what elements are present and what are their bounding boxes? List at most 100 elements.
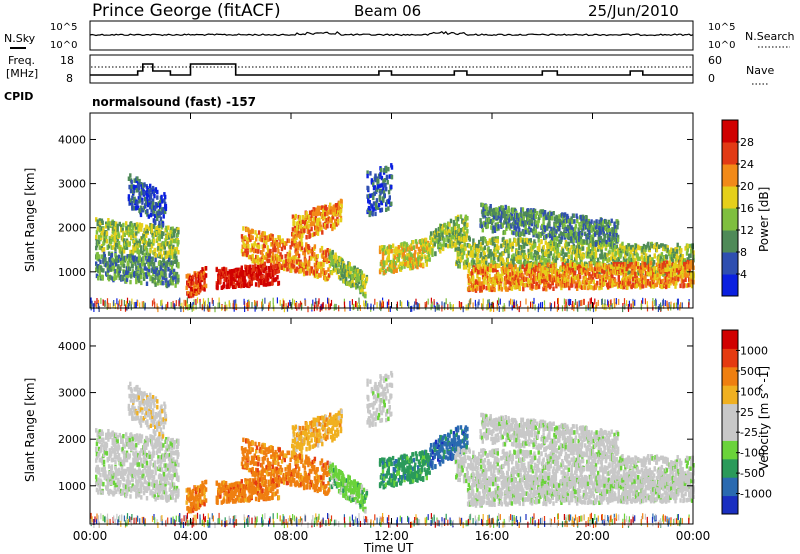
power-cell (466, 222, 469, 228)
power-cell (162, 214, 165, 219)
power-cell (331, 214, 335, 220)
power-cell (477, 243, 480, 249)
power-cell (271, 277, 274, 283)
power-cell (479, 218, 482, 223)
power-cell (311, 247, 314, 252)
power-cell (622, 284, 625, 290)
power-cell (575, 255, 578, 261)
power-cell (390, 248, 393, 254)
power-cell (517, 274, 520, 279)
power-cell (260, 250, 264, 255)
power-cell (309, 216, 313, 222)
power-cell (114, 269, 117, 274)
power-cell (405, 247, 408, 252)
power-cell (428, 242, 431, 248)
power-cell (482, 247, 485, 253)
power-cell (499, 218, 502, 223)
power-cell (175, 279, 178, 284)
power-cell (328, 273, 331, 278)
power-cell (567, 269, 570, 274)
power-cell (281, 263, 284, 269)
power-cell (154, 282, 157, 287)
power-cell (511, 244, 515, 249)
power-cell (302, 269, 306, 274)
power-cell (144, 196, 147, 202)
power-cell (149, 192, 153, 198)
power-cell (540, 239, 543, 245)
power-cell (519, 255, 522, 260)
power-cell (152, 209, 155, 214)
power-cell (483, 207, 487, 212)
power-cell (115, 275, 118, 280)
power-cell (273, 277, 276, 283)
power-cell (419, 260, 422, 265)
power-cell (148, 198, 151, 204)
power-cell (107, 221, 111, 226)
power-cell (324, 204, 328, 210)
power-cell (496, 236, 499, 241)
power-cell (472, 238, 475, 243)
power-cell (558, 253, 561, 258)
power-cell (484, 210, 487, 216)
power-cell (323, 270, 327, 276)
power-cell (165, 283, 169, 289)
power-cell (634, 271, 637, 277)
power-cell (598, 266, 601, 272)
power-cell (627, 267, 630, 272)
power-cell (487, 277, 491, 282)
power-cell (418, 255, 421, 260)
power-cell (430, 236, 433, 242)
power-cell (98, 218, 101, 223)
power-cell (626, 248, 629, 254)
power-cell (117, 240, 121, 246)
power-cell (360, 275, 363, 280)
power-cell (150, 208, 153, 213)
power-cell (559, 280, 562, 286)
power-cell (403, 241, 406, 246)
power-cell (97, 226, 100, 231)
power-cell (482, 203, 485, 209)
power-cell (152, 271, 155, 277)
power-cell (487, 210, 490, 215)
power-cell (490, 220, 494, 226)
power-cell (495, 226, 499, 232)
power-cell (487, 247, 490, 252)
power-cell (116, 227, 119, 233)
power-cell (329, 206, 333, 211)
power-cell (553, 258, 556, 264)
power-cell (138, 199, 141, 204)
power-cell (675, 256, 678, 262)
power-cell (545, 279, 549, 285)
power-cell (505, 239, 509, 244)
power-cell (345, 277, 348, 282)
power-cell (492, 268, 495, 273)
power-cell (619, 252, 623, 258)
power-cell (456, 256, 459, 261)
power-cell (435, 232, 438, 238)
power-cell (106, 270, 109, 276)
power-cell (266, 258, 269, 264)
power-cell (439, 249, 442, 254)
power-cell (135, 279, 138, 285)
freq-tick-bottom: 8 (66, 72, 73, 85)
power-cell (170, 265, 174, 270)
power-cell (131, 195, 134, 200)
power-cell (259, 234, 262, 240)
power-cell (360, 287, 363, 293)
power-cell (417, 252, 420, 257)
power-cell (553, 269, 556, 275)
power-cell (468, 237, 471, 242)
power-cell (274, 253, 277, 259)
power-cell (498, 252, 502, 257)
power-cell (101, 220, 104, 225)
power-cell (674, 284, 677, 289)
power-cell (381, 252, 385, 257)
power-cell (658, 263, 661, 269)
power-cell (525, 267, 528, 272)
power-cell (479, 288, 482, 293)
power-cell (587, 247, 590, 252)
power-cell (150, 227, 154, 232)
power-cell (576, 248, 579, 254)
power-cell (603, 269, 606, 275)
power-cell (305, 235, 308, 240)
